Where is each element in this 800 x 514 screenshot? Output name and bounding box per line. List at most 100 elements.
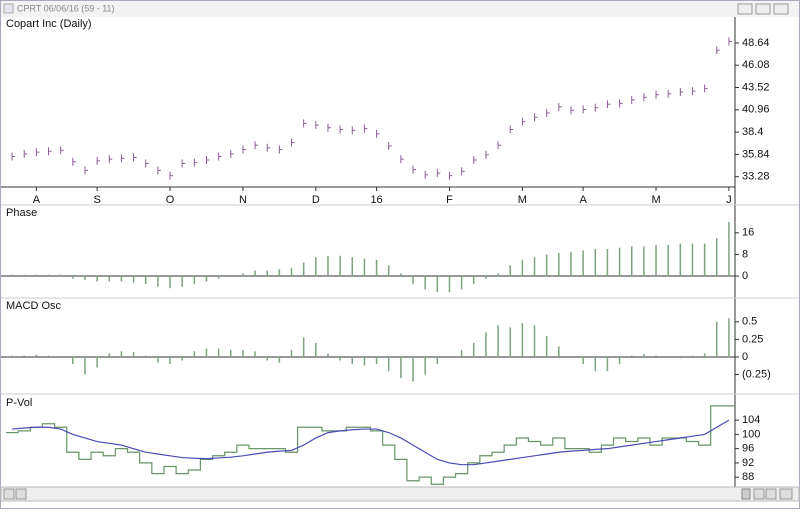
price-bar xyxy=(558,102,562,111)
price-bar xyxy=(230,149,234,158)
title-bar xyxy=(1,1,799,17)
y-tick-label: 88 xyxy=(742,471,754,483)
panel-title: Copart Inc (Daily) xyxy=(6,18,92,30)
price-bar xyxy=(412,165,417,174)
panel-title: P-Vol xyxy=(6,397,32,409)
price-bar xyxy=(582,105,587,114)
price-bar xyxy=(497,141,502,150)
price-bar xyxy=(35,148,40,157)
y-tick-label: 40.96 xyxy=(742,104,770,116)
panel-title: MACD Osc xyxy=(6,300,62,312)
price-bar xyxy=(315,121,319,130)
line-series xyxy=(6,405,735,485)
line-series xyxy=(12,419,730,466)
price-bar xyxy=(570,106,574,115)
x-tick-label: S xyxy=(93,194,100,206)
price-bar xyxy=(96,156,101,165)
price-bar xyxy=(339,125,344,134)
price-bar xyxy=(424,170,429,179)
y-tick-label: 38.4 xyxy=(742,126,763,138)
close-button[interactable] xyxy=(773,3,789,15)
scroll-end-button[interactable] xyxy=(765,488,777,500)
scroll-left-button[interactable] xyxy=(15,488,27,500)
price-bar xyxy=(655,90,660,99)
price-bar xyxy=(181,159,186,168)
y-tick-label: 0.25 xyxy=(742,333,763,345)
scroll-start-button[interactable] xyxy=(3,488,15,500)
y-tick-label: 16 xyxy=(742,227,754,239)
window-icon xyxy=(3,3,14,14)
window-title: CPRT 06/06/16 (59 - 11) xyxy=(17,3,115,13)
price-bar xyxy=(193,158,198,167)
price-bar xyxy=(448,171,453,180)
price-bar xyxy=(218,152,222,161)
x-tick-label: D xyxy=(312,194,320,206)
price-bar xyxy=(473,155,477,164)
x-tick-label: M xyxy=(518,194,527,206)
price-bar xyxy=(485,150,489,159)
price-bar xyxy=(716,46,720,55)
y-tick-label: 8 xyxy=(742,248,748,260)
y-tick-label: 48.64 xyxy=(742,37,770,49)
x-tick-label: N xyxy=(239,194,247,206)
price-bar xyxy=(679,88,684,97)
price-bar xyxy=(546,108,550,117)
x-tick-label: O xyxy=(166,194,175,206)
price-bar xyxy=(631,95,635,104)
y-tick-label: 46.08 xyxy=(742,59,770,71)
y-tick-label: 0 xyxy=(742,351,748,363)
price-bar xyxy=(205,155,210,164)
y-tick-label: 0 xyxy=(742,270,748,282)
price-bar xyxy=(145,159,149,168)
price-bar xyxy=(534,113,538,122)
price-bar xyxy=(400,155,404,164)
price-bar xyxy=(133,153,137,162)
y-tick-label: 33.28 xyxy=(742,171,770,183)
price-bar xyxy=(278,145,283,154)
price-bar xyxy=(509,125,514,134)
price-bar xyxy=(60,146,64,155)
price-bar xyxy=(436,169,441,178)
price-bar xyxy=(169,171,174,180)
price-bar xyxy=(606,100,611,109)
price-bar xyxy=(23,149,28,158)
price-bar xyxy=(266,143,271,152)
x-tick-label: A xyxy=(579,194,587,206)
price-bar xyxy=(461,167,465,176)
price-bar xyxy=(667,89,672,98)
x-tick-label: J xyxy=(726,194,732,206)
price-bar xyxy=(120,154,125,163)
scrollbar[interactable] xyxy=(0,486,800,502)
x-tick-label: 16 xyxy=(370,194,382,206)
price-bar xyxy=(691,87,696,96)
price-bar xyxy=(521,117,526,126)
price-bar xyxy=(11,152,16,161)
maximize-button[interactable] xyxy=(755,3,771,15)
panel-title: Phase xyxy=(6,207,37,219)
price-bar xyxy=(351,126,356,135)
zoom-button[interactable] xyxy=(779,488,793,500)
y-tick-label: 0.5 xyxy=(742,316,757,328)
price-bar xyxy=(363,124,368,133)
price-bar xyxy=(254,141,259,150)
price-bar xyxy=(108,155,113,164)
price-bar xyxy=(157,166,161,175)
price-bar xyxy=(84,166,88,175)
y-tick-label: 43.52 xyxy=(742,81,770,93)
y-tick-label: 35.84 xyxy=(742,148,770,160)
price-bar xyxy=(242,145,246,154)
price-bar xyxy=(594,103,599,112)
y-tick-label: 100 xyxy=(742,428,760,440)
scroll-right-button[interactable] xyxy=(753,488,765,500)
y-tick-label: 96 xyxy=(742,443,754,455)
price-bar xyxy=(376,129,380,138)
price-bar xyxy=(643,93,647,102)
price-bar xyxy=(619,99,623,108)
x-tick-label: F xyxy=(446,194,453,206)
minimize-button[interactable] xyxy=(737,3,753,15)
price-bar xyxy=(48,147,52,156)
scroll-thumb[interactable] xyxy=(741,488,751,500)
price-bar xyxy=(72,157,76,166)
x-tick-label: M xyxy=(651,194,660,206)
